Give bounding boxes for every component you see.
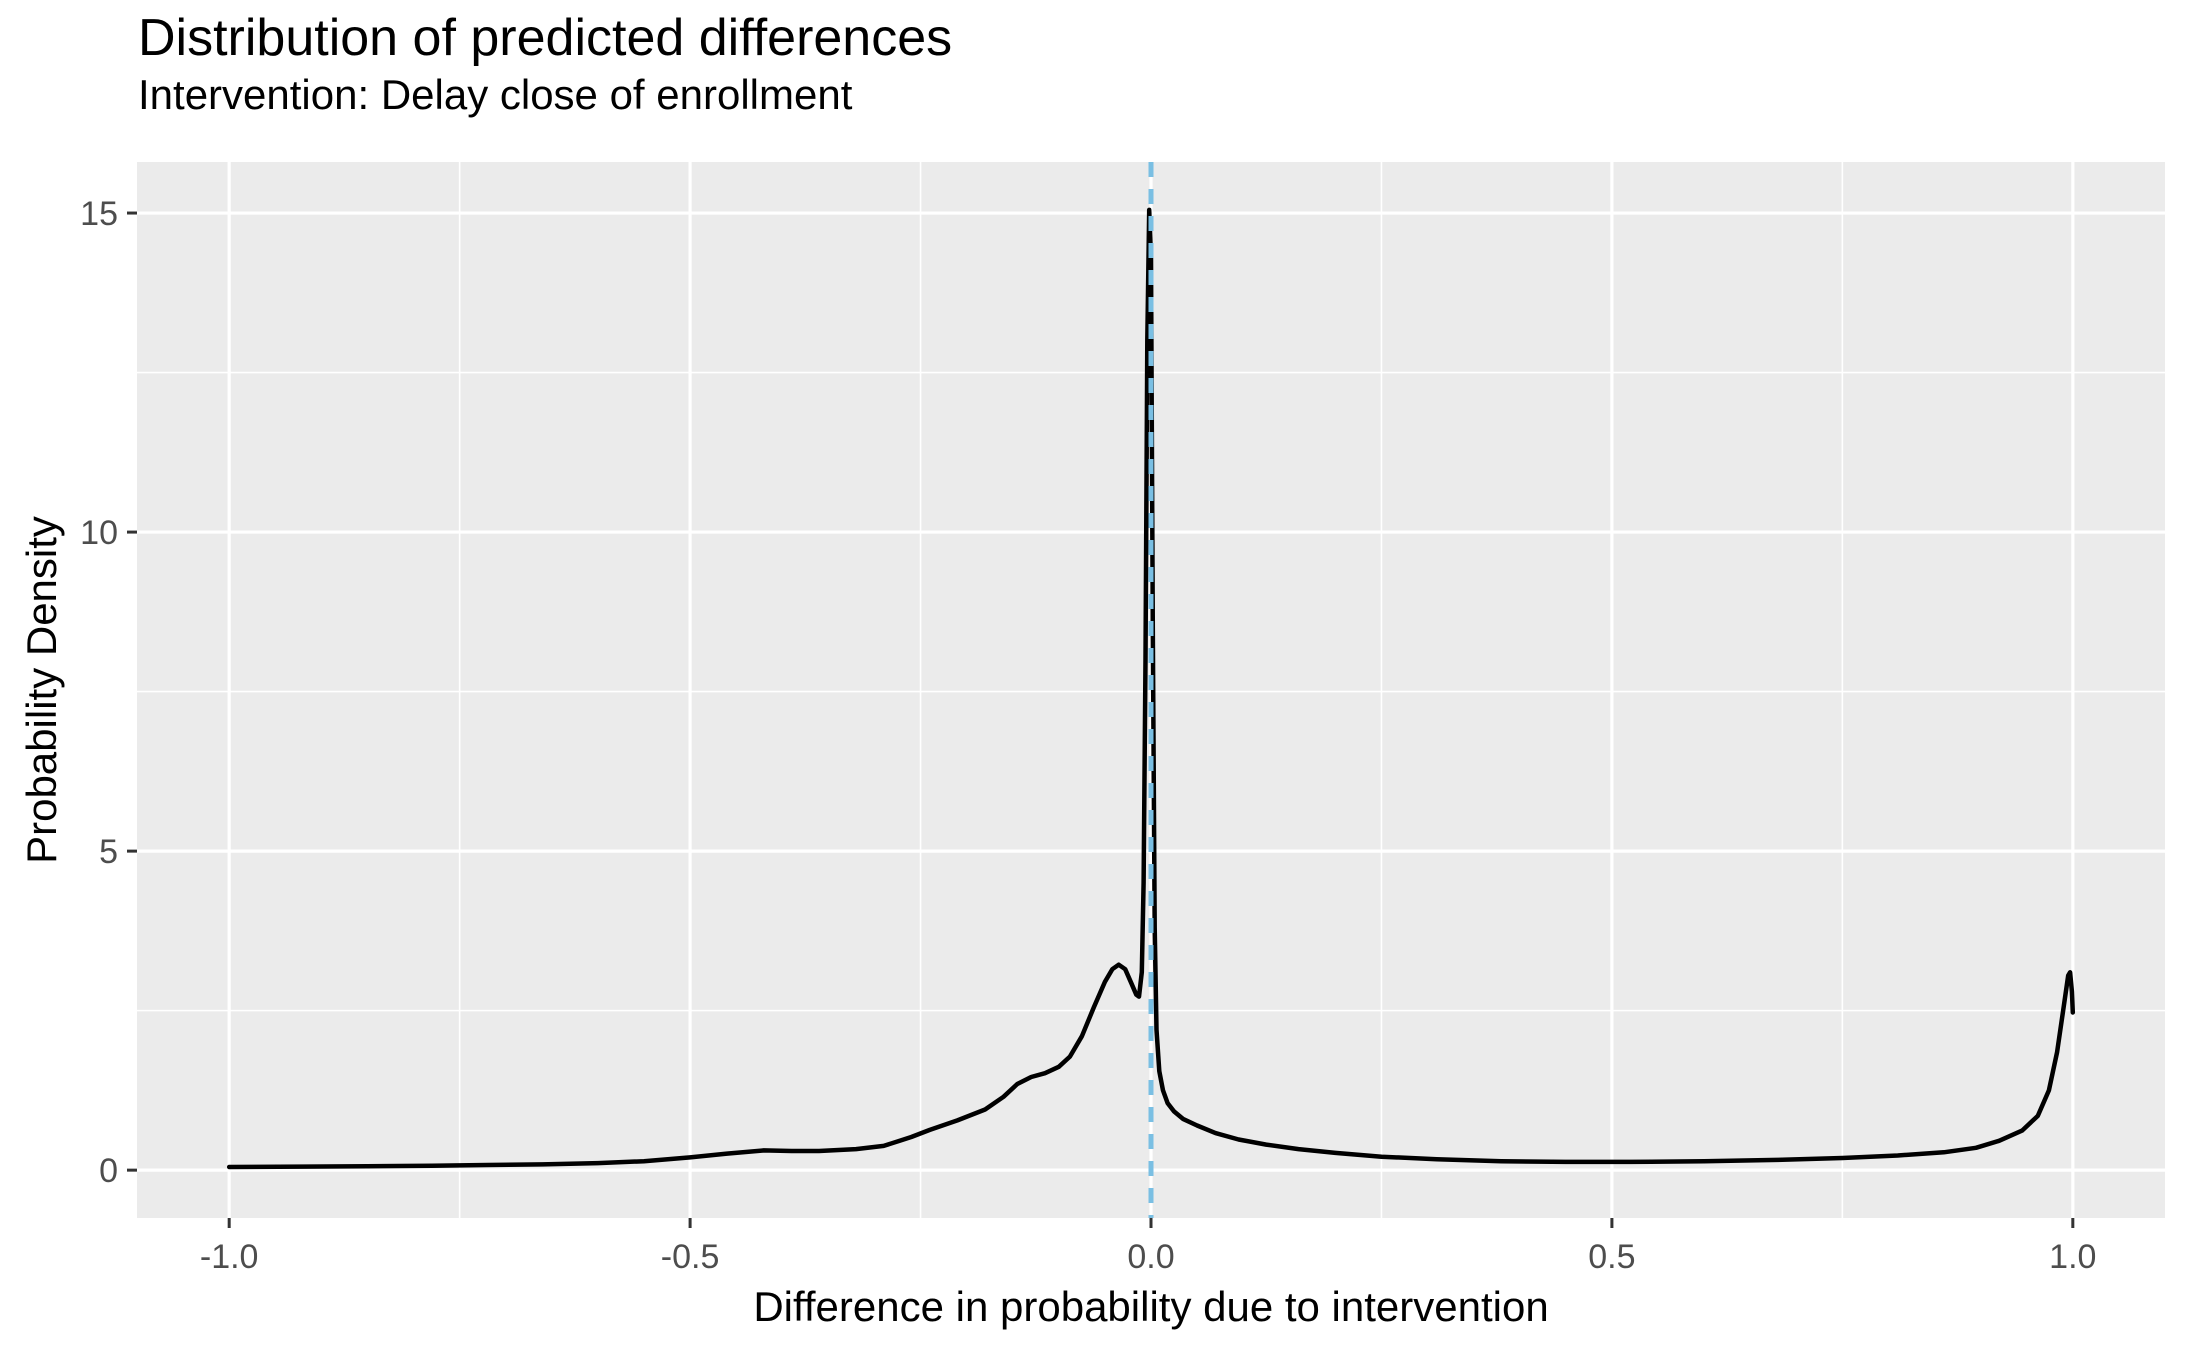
density-curve	[226, 207, 2076, 1170]
x-axis-title: Difference in probability due to interve…	[753, 1283, 1549, 1330]
y-tick-label: 5	[99, 833, 118, 871]
x-tick-label: 0.5	[1588, 1238, 1635, 1276]
x-tick-label: 1.0	[2049, 1238, 2096, 1276]
x-tick-label: -0.5	[661, 1238, 720, 1276]
y-tick-label: 15	[80, 195, 118, 233]
x-tick-label: -1.0	[200, 1238, 259, 1276]
y-axis-title: Probability Density	[18, 516, 65, 864]
y-tick-label: 0	[99, 1152, 118, 1190]
plot-title: Distribution of predicted differences	[138, 9, 953, 67]
x-tick-label: 0.0	[1127, 1238, 1174, 1276]
y-tick-label: 10	[80, 514, 118, 552]
plot-subtitle: Intervention: Delay close of enrollment	[138, 71, 853, 118]
